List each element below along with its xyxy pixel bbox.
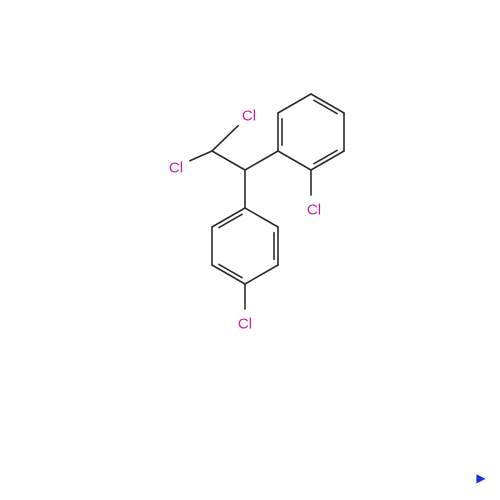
play-icon[interactable]: ▶ (476, 471, 485, 485)
molecule-canvas: Cl Cl Cl Cl ▶ (0, 0, 500, 500)
atom-label-cl: Cl (307, 202, 321, 219)
bond-layer (0, 0, 500, 500)
atom-label-cl: Cl (169, 160, 183, 177)
atom-label-cl: Cl (242, 108, 256, 125)
atom-label-cl: Cl (238, 316, 252, 333)
